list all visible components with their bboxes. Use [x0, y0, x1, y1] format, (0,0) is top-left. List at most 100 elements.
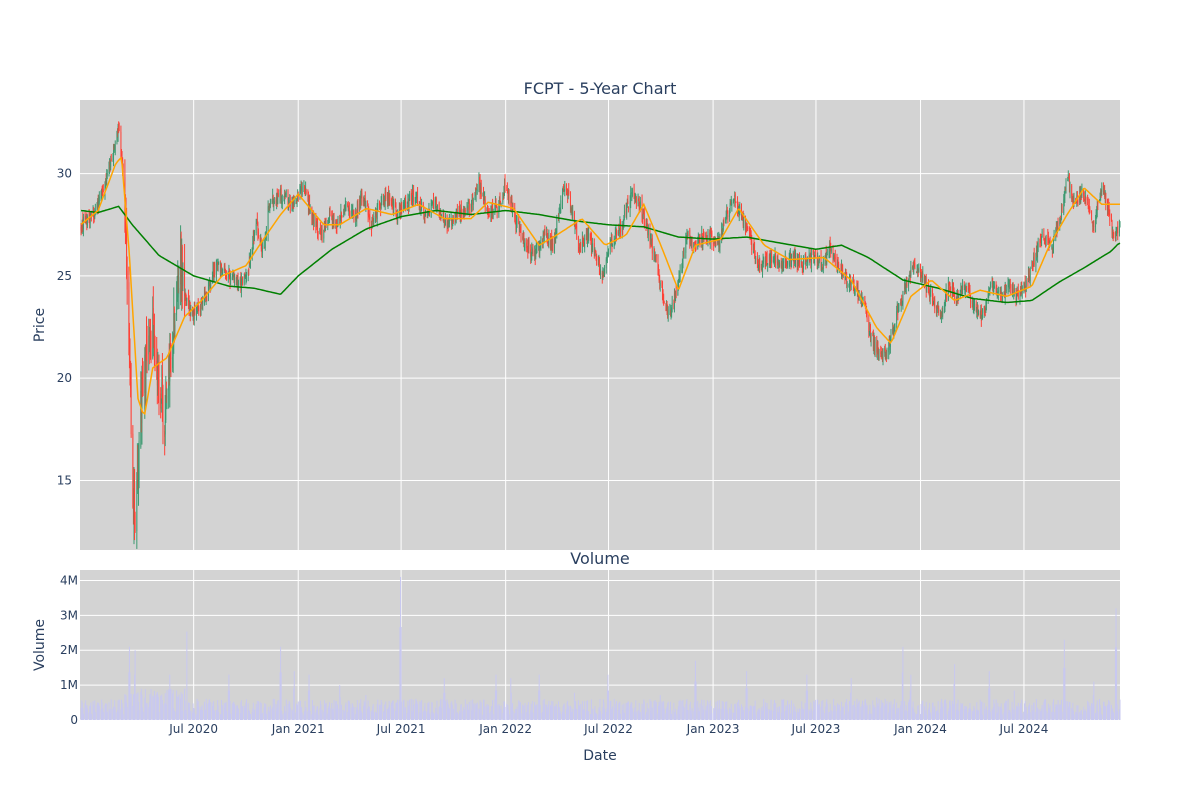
volume-bar — [1068, 708, 1070, 720]
volume-bar — [904, 701, 906, 720]
volume-bar — [655, 701, 657, 720]
volume-bar — [400, 576, 402, 720]
candle-body — [177, 283, 179, 290]
candle-body — [398, 207, 400, 212]
volume-bar — [776, 707, 778, 720]
volume-bar — [542, 711, 544, 720]
candle-body — [339, 216, 341, 222]
candle-body — [356, 201, 358, 214]
candle-body — [1103, 189, 1105, 192]
volume-bar — [432, 712, 434, 720]
volume-bar — [646, 703, 648, 720]
candle-body — [263, 245, 265, 247]
candle-body — [180, 234, 182, 283]
candle-body — [622, 223, 624, 230]
volume-bar — [520, 713, 522, 720]
candle-body — [1037, 246, 1038, 258]
volume-bar — [979, 699, 981, 720]
candle-body — [850, 279, 852, 288]
volume-bar — [197, 703, 199, 720]
candle-body — [475, 192, 476, 195]
volume-bar — [1041, 708, 1043, 720]
candle-body — [460, 208, 462, 217]
candle-body — [1023, 285, 1025, 289]
candle-body — [292, 201, 293, 208]
candle-body — [373, 215, 375, 223]
volume-bar — [707, 702, 709, 720]
volume-bar — [845, 702, 847, 720]
candle-body — [862, 297, 864, 300]
volume-bar — [836, 710, 838, 720]
candle-body — [110, 159, 112, 167]
candle-body — [1045, 236, 1047, 241]
candle-body — [170, 357, 172, 360]
volume-bar — [594, 712, 596, 720]
candle-body — [229, 276, 231, 283]
candle-body — [520, 230, 522, 236]
candle-body — [284, 194, 285, 201]
candle-body — [443, 216, 445, 222]
volume-bar — [873, 708, 875, 720]
candle-body — [425, 212, 426, 217]
candle-body — [1065, 190, 1066, 192]
candle-body — [616, 229, 617, 236]
volume-bar — [482, 714, 484, 720]
candle-body — [168, 359, 170, 391]
volume-plot-area[interactable] — [80, 570, 1120, 720]
volume-bar — [452, 708, 454, 720]
candle-body — [1064, 189, 1066, 196]
volume-bar — [729, 714, 731, 720]
candle-body — [231, 277, 233, 279]
candle-body — [760, 264, 762, 270]
candle-body — [599, 257, 600, 271]
candle-body — [714, 244, 716, 247]
volume-bar — [567, 707, 569, 720]
candle-body — [556, 219, 558, 234]
volume-bar — [1112, 708, 1114, 720]
volume-bar — [246, 699, 248, 720]
volume-bar — [643, 701, 645, 720]
volume-bar — [813, 708, 815, 720]
candle-body — [598, 257, 600, 261]
volume-bar — [182, 710, 184, 720]
volume-bar — [419, 713, 421, 720]
volume-bar — [614, 707, 616, 720]
candle-body — [194, 308, 196, 315]
candle-body — [750, 231, 752, 238]
candle-body — [348, 208, 350, 212]
volume-bar — [849, 704, 851, 720]
candle-body — [516, 221, 517, 229]
candle-body — [786, 261, 788, 265]
volume-bar — [551, 705, 553, 720]
candle-body — [166, 395, 168, 399]
volume-bar — [1049, 707, 1051, 720]
volume-bar — [822, 700, 824, 720]
volume-bar — [242, 706, 244, 720]
volume-bar — [343, 712, 345, 720]
volume-bar — [896, 708, 898, 720]
candle-body — [914, 262, 916, 270]
candle-body — [884, 348, 886, 353]
candle-body — [830, 248, 832, 252]
volume-bar — [618, 703, 620, 720]
volume-bar — [140, 688, 142, 720]
volume-bar — [372, 704, 374, 720]
candle-body — [655, 255, 657, 259]
volume-bar — [726, 701, 728, 720]
candle-body — [296, 201, 297, 202]
candle-body — [104, 185, 106, 194]
volume-bar — [580, 704, 582, 720]
candle-body — [864, 296, 866, 304]
candle-body — [444, 219, 446, 225]
volume-bar — [972, 713, 974, 720]
price-plot-area[interactable] — [80, 100, 1120, 550]
volume-bar — [1051, 712, 1053, 720]
candle-body — [719, 236, 721, 248]
volume-bar — [526, 704, 528, 720]
candle-body — [106, 173, 108, 176]
volume-bar — [145, 706, 147, 720]
volume-bar — [780, 712, 782, 720]
candle-body — [670, 310, 671, 316]
candle-body — [422, 202, 424, 208]
volume-bar — [739, 708, 741, 720]
